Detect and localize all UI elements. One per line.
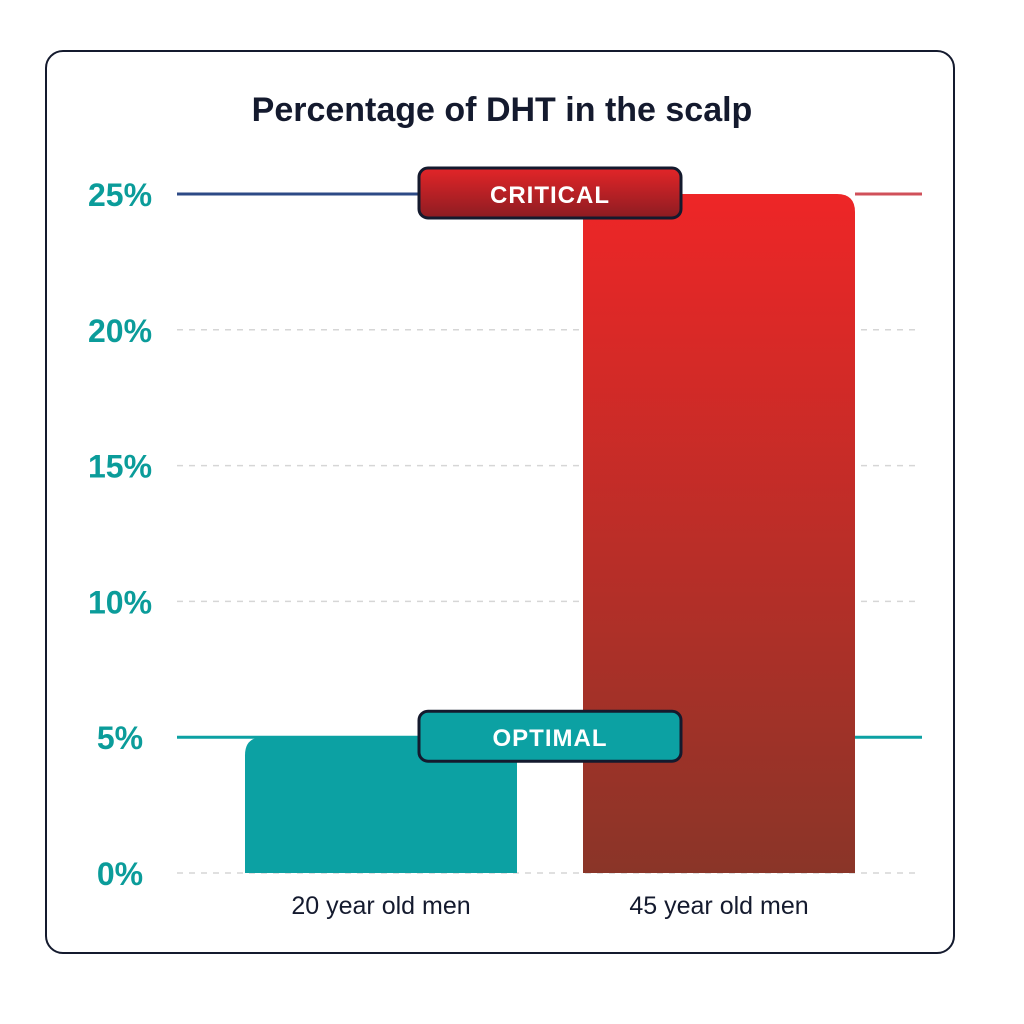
bar-20-year-old-men (245, 737, 517, 873)
reference-badge-critical (417, 166, 683, 220)
reference-label-optimal: OPTIMAL (493, 725, 608, 752)
y-tick-label: 15% (88, 449, 152, 485)
y-tick-label: 10% (88, 584, 152, 620)
x-tick-label: 45 year old men (629, 892, 808, 920)
bar-45-year-old-men (583, 194, 855, 873)
y-tick-label: 0% (97, 856, 143, 892)
y-tick-label: 20% (88, 313, 152, 349)
y-tick-label: 5% (97, 720, 143, 756)
chart-title: Percentage of DHT in the scalp (252, 91, 753, 129)
reference-badge-optimal (417, 709, 683, 763)
reference-label-critical: CRITICAL (490, 182, 610, 209)
y-tick-label: 25% (88, 177, 152, 213)
x-tick-label: 20 year old men (291, 892, 470, 920)
